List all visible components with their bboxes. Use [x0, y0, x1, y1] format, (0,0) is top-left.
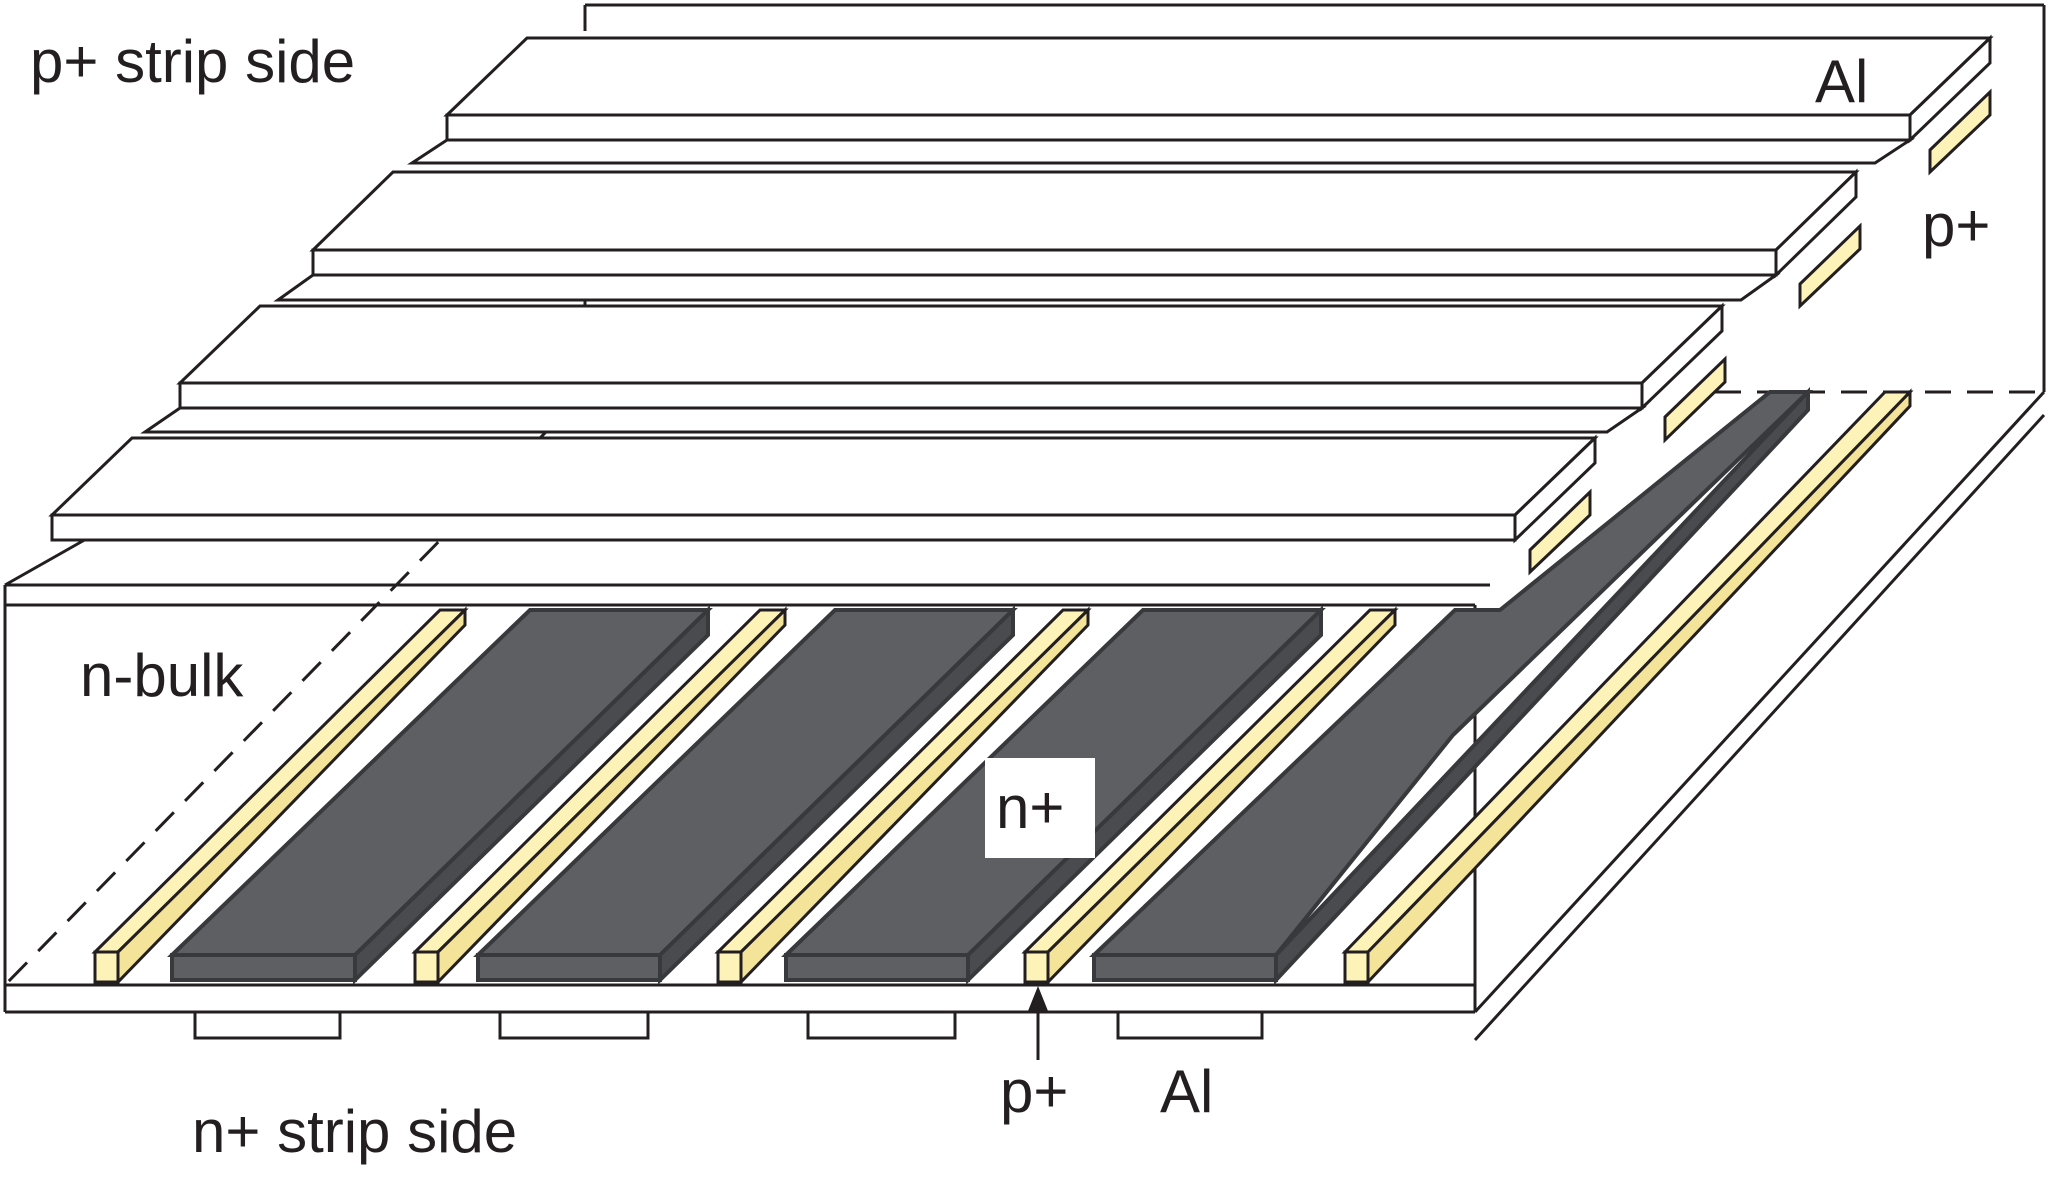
n-plus-strip: [473, 605, 1018, 985]
label-al-top: Al: [1815, 48, 1868, 115]
n-plus-strip: [1089, 386, 1813, 986]
p-plus-pointer: [1027, 985, 1049, 1060]
n-plus-strips: [167, 386, 1813, 986]
p-side-al-strips: [48, 34, 1994, 544]
bottom-al-contacts: [180, 1010, 1276, 1040]
p-side-al-strip: [273, 168, 1860, 302]
label-p-plus-bottom: p+: [1000, 1058, 1068, 1125]
label-al-bottom: Al: [1160, 1058, 1213, 1125]
p-side-implants: [1528, 88, 1992, 576]
n-plus-strip: [167, 605, 713, 985]
p-stop-strip: [91, 606, 469, 986]
label-p-strip-side: p+ strip side: [30, 28, 355, 95]
n-plus-label-background: [985, 758, 1095, 858]
p-stop-strip: [1341, 388, 1914, 986]
p-stop-strips: [91, 388, 1914, 986]
label-n-plus: n+: [996, 774, 1064, 841]
p-side-al-strip: [140, 302, 1726, 434]
p-stop-strip: [1021, 606, 1399, 986]
p-side-al-strip: [406, 34, 1994, 165]
label-n-bulk: n-bulk: [80, 642, 244, 709]
label-p-plus-right: p+: [1922, 192, 1990, 259]
p-side-al-strip: [48, 434, 1599, 544]
label-n-strip-side: n+ strip side: [192, 1098, 517, 1165]
p-stop-strip: [714, 606, 1092, 986]
p-stop-strip: [411, 606, 789, 986]
